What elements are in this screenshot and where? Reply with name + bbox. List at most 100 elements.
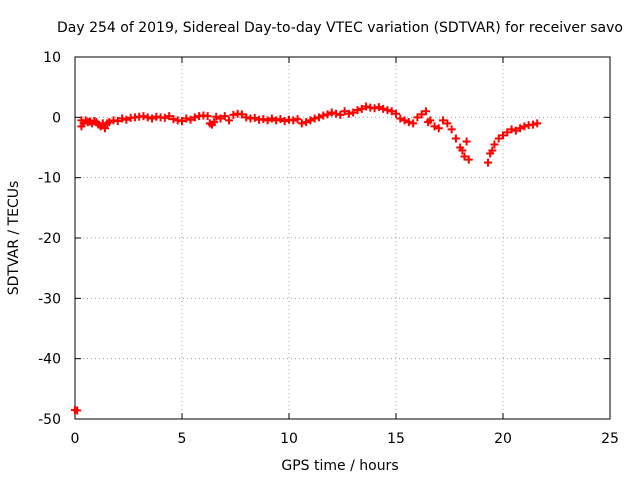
data-point (293, 115, 302, 124)
data-point (344, 109, 353, 118)
data-point (409, 119, 418, 128)
data-point (421, 107, 430, 116)
data-point (276, 115, 285, 124)
data-point (73, 406, 82, 415)
x-tick-label: 25 (601, 431, 619, 447)
y-tick-label: -10 (38, 171, 61, 187)
data-point (413, 113, 422, 122)
data-point (100, 124, 109, 133)
y-tick-label: -40 (38, 352, 61, 368)
data-point (319, 111, 328, 120)
data-point (516, 124, 525, 133)
data-point (503, 128, 512, 137)
data-point (327, 108, 336, 117)
data-point (370, 104, 379, 113)
data-point (267, 114, 276, 123)
data-point (314, 113, 323, 122)
data-point (302, 118, 311, 127)
data-point (447, 125, 456, 134)
data-point (178, 116, 186, 125)
data-point (250, 113, 259, 122)
data-point (242, 113, 251, 122)
data-point (306, 116, 315, 125)
data-point (464, 155, 473, 164)
data-point (336, 110, 345, 119)
y-tick-label: 0 (52, 110, 61, 126)
data-point (210, 118, 219, 127)
data-point (113, 116, 122, 125)
data-point (387, 107, 396, 116)
data-point (212, 112, 221, 121)
data-point (122, 115, 131, 124)
data-point (404, 118, 413, 127)
data-point (160, 113, 169, 122)
y-tick-label: -20 (38, 231, 61, 247)
data-point (229, 110, 238, 119)
data-point (396, 114, 405, 123)
data-point (259, 115, 268, 124)
data-point (349, 108, 358, 117)
data-point (488, 146, 497, 155)
data-point (490, 140, 499, 149)
data-point (430, 122, 439, 131)
data-point (139, 112, 148, 121)
data-point (458, 146, 467, 155)
data-point (225, 116, 234, 125)
data-point (451, 134, 460, 143)
data-point (400, 116, 409, 125)
data-point (280, 116, 289, 125)
y-tick-label: -50 (38, 412, 61, 428)
x-tick-label: 5 (178, 431, 187, 447)
data-point (374, 103, 383, 112)
data-point (533, 119, 542, 128)
data-point (426, 116, 435, 125)
x-tick-label: 0 (71, 431, 80, 447)
axis-ticks: 0 5 10 15 20 25 10 0 -10 -20 -30 -40 -50 (38, 50, 619, 447)
data-point (263, 116, 272, 125)
data-point (494, 134, 503, 143)
data-point (484, 158, 493, 167)
data-point (511, 126, 520, 135)
data-point (148, 114, 157, 123)
data-point (462, 137, 471, 146)
data-point (186, 115, 195, 124)
data-point (237, 110, 246, 119)
data-point (392, 109, 400, 118)
data-point (460, 152, 469, 161)
data-point (143, 113, 152, 122)
data-point (434, 124, 443, 133)
data-point (216, 114, 225, 123)
data-point (190, 113, 199, 122)
data-point (340, 107, 349, 116)
data-point (332, 109, 341, 118)
x-axis-label: GPS time / hours (281, 458, 398, 474)
x-tick-label: 15 (387, 431, 405, 447)
data-point (310, 114, 319, 123)
data-point (520, 122, 529, 131)
data-point (182, 114, 191, 123)
data-point (165, 112, 174, 121)
data-point (289, 116, 298, 125)
x-tick-label: 20 (494, 431, 512, 447)
data-point (383, 106, 392, 115)
data-point (362, 102, 371, 111)
data-series (71, 102, 542, 415)
data-point (353, 106, 362, 115)
data-point (507, 125, 516, 134)
data-point (297, 119, 306, 128)
y-axis-label: SDTVAR / TECUs (6, 181, 22, 296)
data-point (169, 115, 178, 124)
data-point (379, 104, 388, 113)
y-tick-label: -30 (38, 291, 61, 307)
data-point (528, 120, 537, 129)
data-point (439, 116, 448, 125)
y-tick-label: 10 (43, 50, 61, 66)
data-point (220, 112, 229, 121)
data-point (118, 114, 127, 123)
data-point (357, 104, 366, 113)
data-point (272, 116, 281, 125)
data-point (203, 112, 212, 121)
data-point (443, 119, 452, 128)
x-tick-label: 10 (280, 431, 298, 447)
